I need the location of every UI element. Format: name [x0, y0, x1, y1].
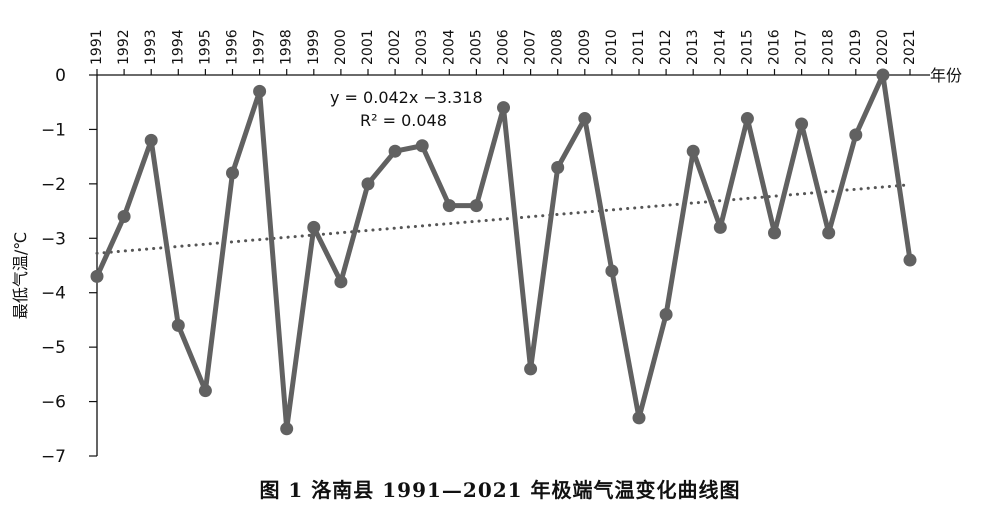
x-tick-label: 2014 — [712, 29, 728, 65]
data-point-2008 — [551, 161, 565, 175]
x-tick-label: 2003 — [414, 29, 430, 65]
x-tick-label: 2001 — [360, 29, 376, 65]
trendline-r-squared: R² = 0.048 — [360, 111, 447, 130]
data-point-2011 — [632, 411, 646, 425]
data-point-2015 — [740, 112, 754, 126]
x-tick-label: 2012 — [658, 29, 674, 65]
x-tick-label: 2009 — [577, 29, 593, 65]
data-point-1993 — [144, 133, 158, 147]
trendline-equation: y = 0.042x −3.318 — [330, 88, 483, 107]
x-axis-ticks: 1991 1992 1993 1994 1995 1996 1997 1998 1999 2000… — [89, 29, 918, 75]
x-tick-label: 1998 — [279, 29, 295, 65]
x-tick-label: 2007 — [523, 29, 539, 65]
data-point-1996 — [226, 166, 239, 180]
extreme-temperature-chart: 1991 1992 1993 1994 1995 1996 1997 1998 1999 2000… — [11, 29, 962, 467]
x-tick-label: 2004 — [441, 29, 457, 65]
data-point-2016 — [768, 226, 781, 240]
data-point-2005 — [469, 199, 483, 213]
y-tick-label: −4 — [41, 284, 66, 304]
data-point-1994 — [171, 318, 185, 332]
data-point-2010 — [605, 264, 619, 278]
data-point-2017 — [795, 117, 809, 131]
data-point-1992 — [117, 210, 131, 224]
data-point-2014 — [713, 220, 727, 234]
x-axis-title: 年份 — [930, 66, 962, 85]
data-point-2006 — [497, 101, 510, 115]
x-tick-label: 2016 — [767, 29, 783, 65]
data-point-2003 — [415, 139, 429, 153]
x-tick-label: 1991 — [89, 29, 105, 65]
data-point-2019 — [849, 128, 863, 142]
data-point-2007 — [524, 362, 538, 376]
data-point-2018 — [822, 226, 836, 240]
data-points — [90, 68, 917, 436]
y-tick-label: −7 — [41, 447, 66, 467]
y-tick-label: 0 — [55, 66, 66, 86]
data-point-2013 — [686, 144, 700, 158]
x-tick-label: 2013 — [685, 29, 701, 65]
x-tick-label: 1997 — [252, 29, 268, 65]
y-tick-label: −6 — [41, 393, 66, 413]
x-tick-label: 2021 — [902, 29, 918, 65]
data-point-1991 — [90, 269, 104, 283]
data-point-2021 — [903, 253, 917, 267]
data-point-2009 — [578, 112, 592, 126]
trendline — [95, 183, 912, 255]
x-tick-label: 1993 — [143, 29, 159, 65]
data-point-1995 — [198, 384, 212, 398]
x-tick-label: 2020 — [875, 29, 891, 65]
y-tick-label: −1 — [41, 120, 66, 140]
x-tick-label: 2017 — [794, 29, 810, 65]
data-point-1999 — [307, 220, 321, 234]
x-tick-label: 2018 — [821, 29, 837, 65]
x-tick-label: 1996 — [225, 29, 241, 65]
x-tick-label: 1999 — [306, 29, 322, 65]
x-tick-label: 2008 — [550, 29, 566, 65]
x-tick-label: 2010 — [604, 29, 620, 65]
x-tick-label: 2000 — [333, 29, 349, 65]
data-point-2000 — [334, 275, 348, 289]
data-point-2004 — [442, 199, 456, 213]
data-point-2002 — [388, 144, 402, 158]
figure-caption: 图 1 洛南县 1991—2021 年极端气温变化曲线图 — [259, 478, 741, 502]
x-tick-label: 2002 — [387, 29, 403, 65]
y-axis-ticks: 0 −1 −2 −3 −4 −5 −6 −7 — [41, 66, 97, 467]
x-tick-label: 2005 — [468, 29, 484, 65]
x-tick-label: 1994 — [170, 29, 186, 65]
y-tick-label: −2 — [41, 175, 66, 195]
data-point-2012 — [659, 307, 673, 321]
data-point-2001 — [361, 177, 375, 191]
data-point-2020 — [876, 68, 890, 82]
x-tick-label: 2019 — [848, 29, 864, 65]
x-tick-label: 2006 — [496, 29, 512, 65]
x-tick-label: 1992 — [116, 29, 132, 65]
y-tick-label: −3 — [41, 229, 66, 249]
x-tick-label: 1995 — [197, 29, 213, 65]
series-line — [94, 72, 913, 432]
y-axis-title: 最低气温/℃ — [11, 232, 30, 319]
y-tick-label: −5 — [41, 338, 66, 358]
x-tick-label: 2015 — [739, 29, 755, 65]
x-tick-label: 2011 — [631, 29, 647, 65]
data-point-1998 — [280, 422, 294, 436]
data-point-1997 — [253, 84, 267, 98]
